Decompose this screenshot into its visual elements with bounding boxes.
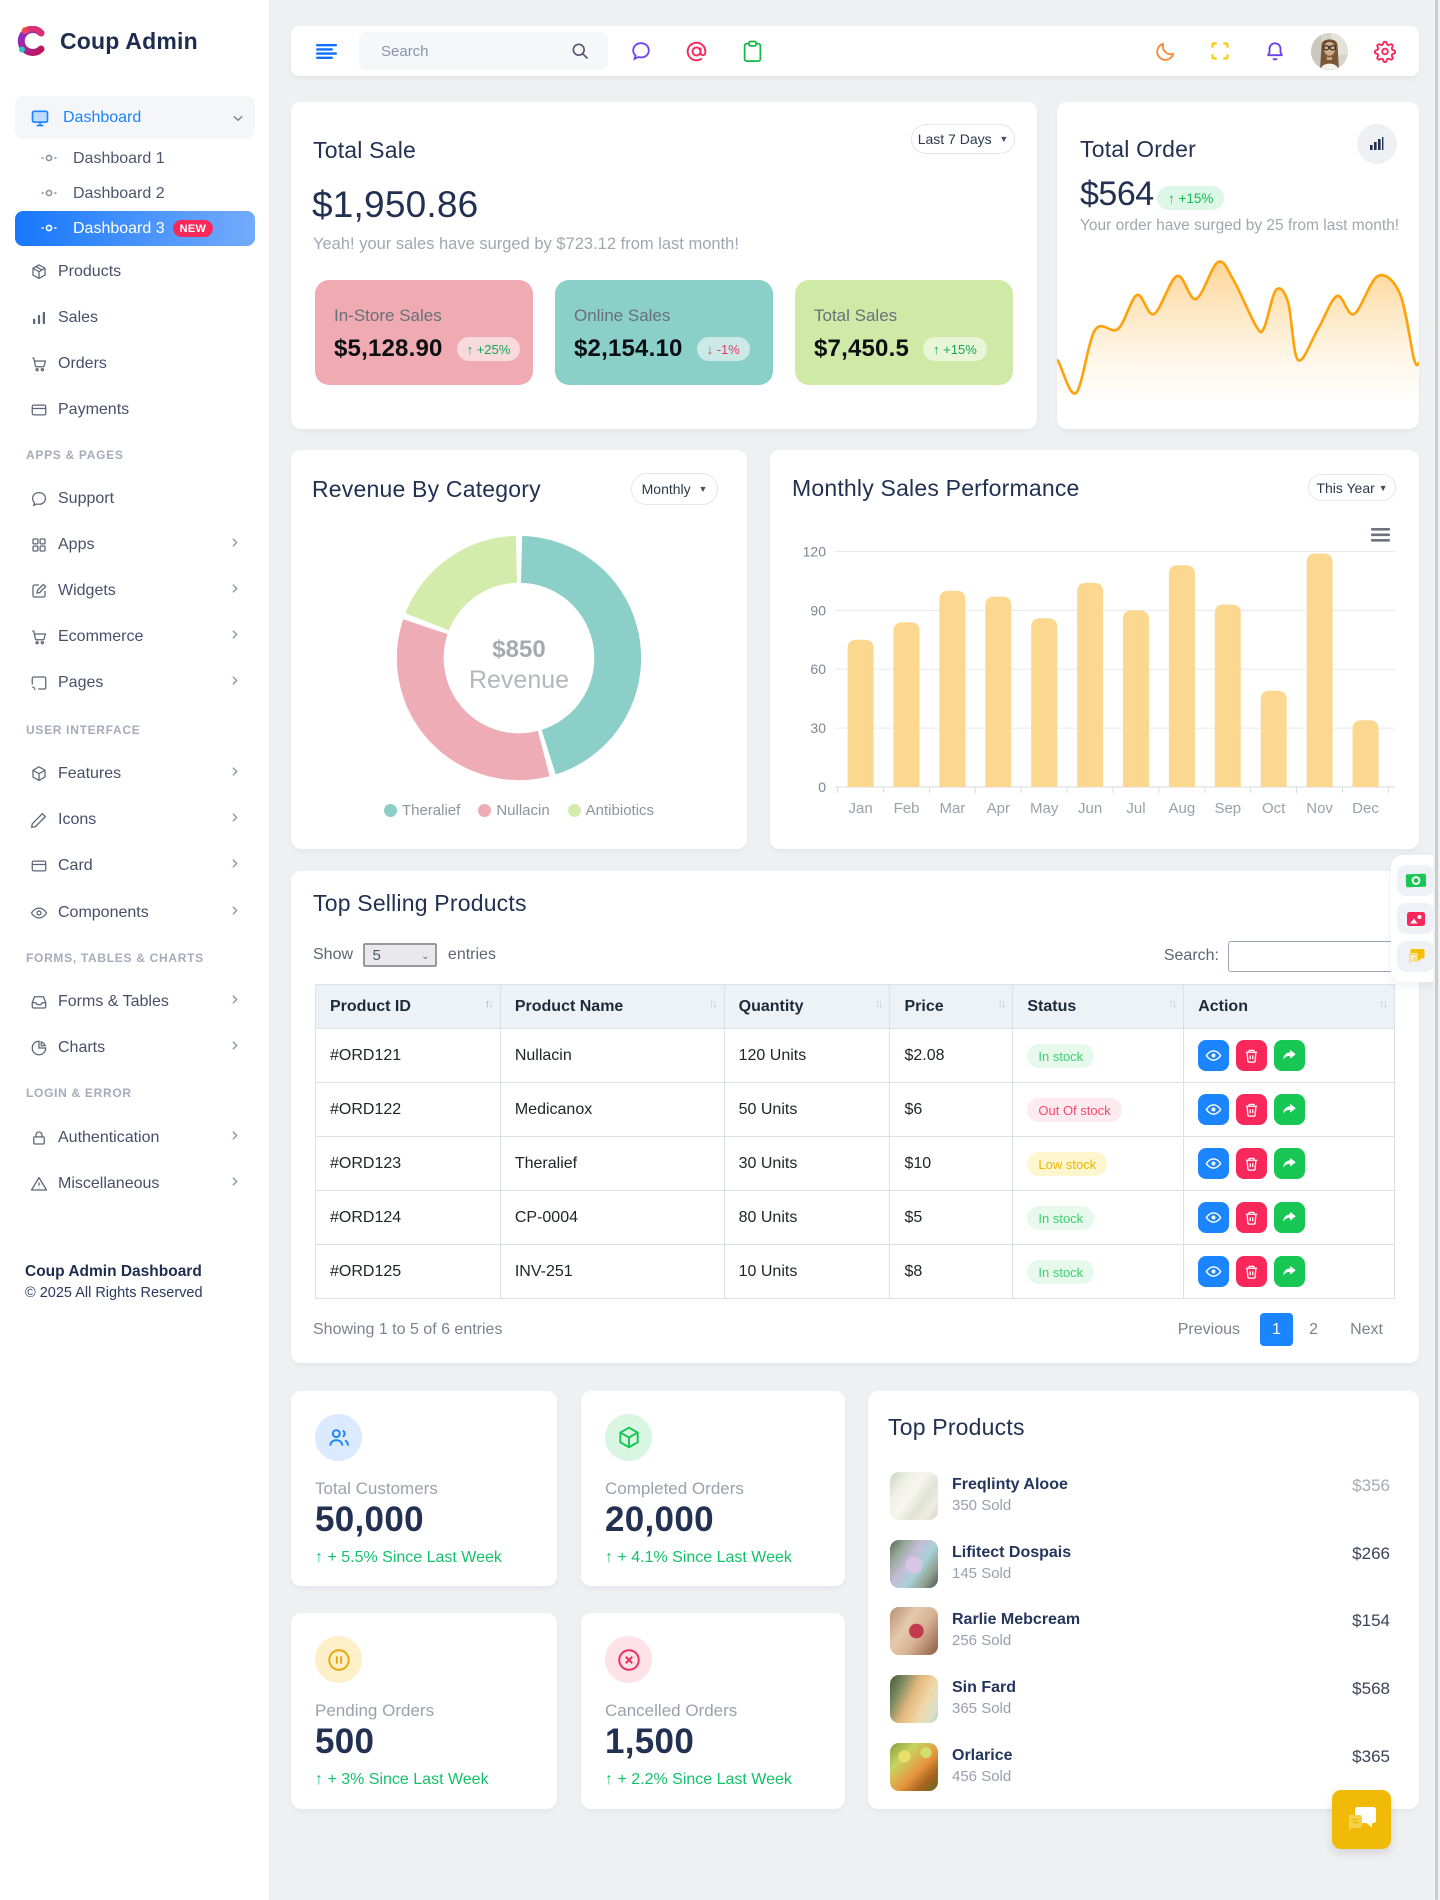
- svg-text:Feb: Feb: [894, 800, 920, 817]
- svg-text:Apr: Apr: [987, 800, 1010, 817]
- svg-text:May: May: [1030, 800, 1059, 817]
- svg-text:30: 30: [810, 720, 826, 736]
- svg-text:Jul: Jul: [1126, 800, 1145, 817]
- svg-text:Dec: Dec: [1352, 800, 1379, 817]
- svg-text:60: 60: [810, 661, 826, 677]
- svg-text:90: 90: [810, 602, 826, 618]
- svg-text:Oct: Oct: [1262, 800, 1286, 817]
- svg-text:Mar: Mar: [939, 800, 965, 817]
- svg-text:120: 120: [803, 544, 827, 560]
- svg-text:Sep: Sep: [1214, 800, 1241, 817]
- svg-text:Nov: Nov: [1306, 800, 1333, 817]
- svg-text:0: 0: [818, 779, 826, 795]
- svg-text:Jan: Jan: [849, 800, 873, 817]
- svg-text:Aug: Aug: [1169, 800, 1196, 817]
- svg-text:Jun: Jun: [1078, 800, 1102, 817]
